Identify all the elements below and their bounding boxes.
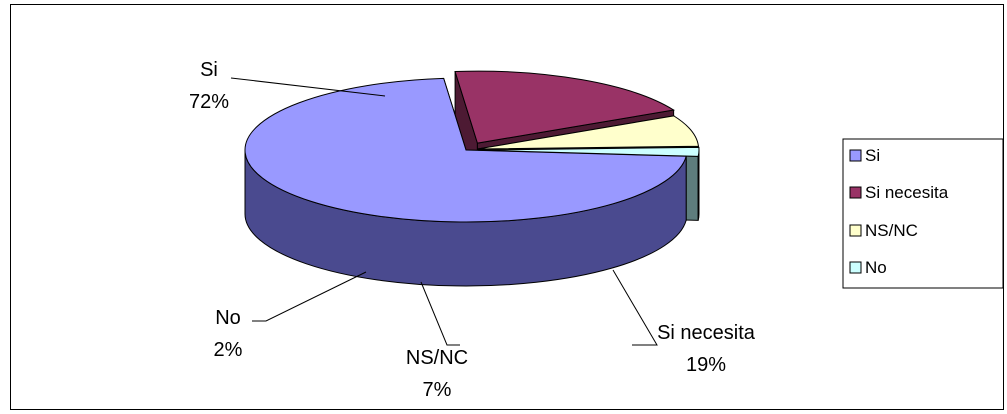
legend-box xyxy=(842,138,1004,289)
slice-top-no xyxy=(477,146,700,157)
slice-label-nsnc-pct: 7% xyxy=(423,379,452,401)
legend-swatch-si xyxy=(849,149,862,162)
legend-item-si-necesita: Si necesita xyxy=(849,183,949,202)
slice-top-si xyxy=(244,77,687,223)
legend-label-no: No xyxy=(865,258,887,277)
slice-label-nsnc: NS/NC 7% xyxy=(406,347,468,401)
legend: Si Si necesita NS/NC No xyxy=(842,138,1004,289)
legend-item-nsnc: NS/NC xyxy=(849,221,918,240)
legend-swatch-no xyxy=(849,261,862,274)
leader-line-nsnc xyxy=(420,281,460,346)
slice-side-no-0 xyxy=(697,150,700,221)
pie-area xyxy=(244,70,700,287)
slice-label-no-pct: 2% xyxy=(214,339,243,361)
legend-item-no: No xyxy=(849,258,887,277)
slice-label-si-pct: 72% xyxy=(189,91,229,113)
slice-label-nsnc-name: NS/NC xyxy=(406,347,468,369)
leader-line-si xyxy=(230,77,386,97)
leader-line-si-necesita xyxy=(612,269,658,346)
slice-label-no-name: No xyxy=(215,307,241,329)
slice-label-si: Si 72% xyxy=(189,59,229,113)
leader-line-no xyxy=(252,271,367,322)
legend-swatch-nsnc xyxy=(849,224,862,237)
legend-item-si: Si xyxy=(849,146,880,165)
legend-label-nsnc: NS/NC xyxy=(865,221,918,240)
slice-label-no: No 2% xyxy=(214,307,243,361)
legend-label-si: Si xyxy=(865,146,880,165)
slice-top-ns-nc xyxy=(477,115,700,150)
slice-label-si-necesita-pct: 19% xyxy=(686,354,726,376)
legend-label-si-necesita: Si necesita xyxy=(865,183,949,202)
slice-label-si-necesita-name: Si necesita xyxy=(657,322,756,344)
legend-swatch-si-necesita xyxy=(849,186,862,199)
slice-label-si-name: Si xyxy=(200,59,218,81)
slice-top-si-necesita xyxy=(454,70,675,144)
slice-label-si-necesita: Si necesita 19% xyxy=(657,322,756,376)
